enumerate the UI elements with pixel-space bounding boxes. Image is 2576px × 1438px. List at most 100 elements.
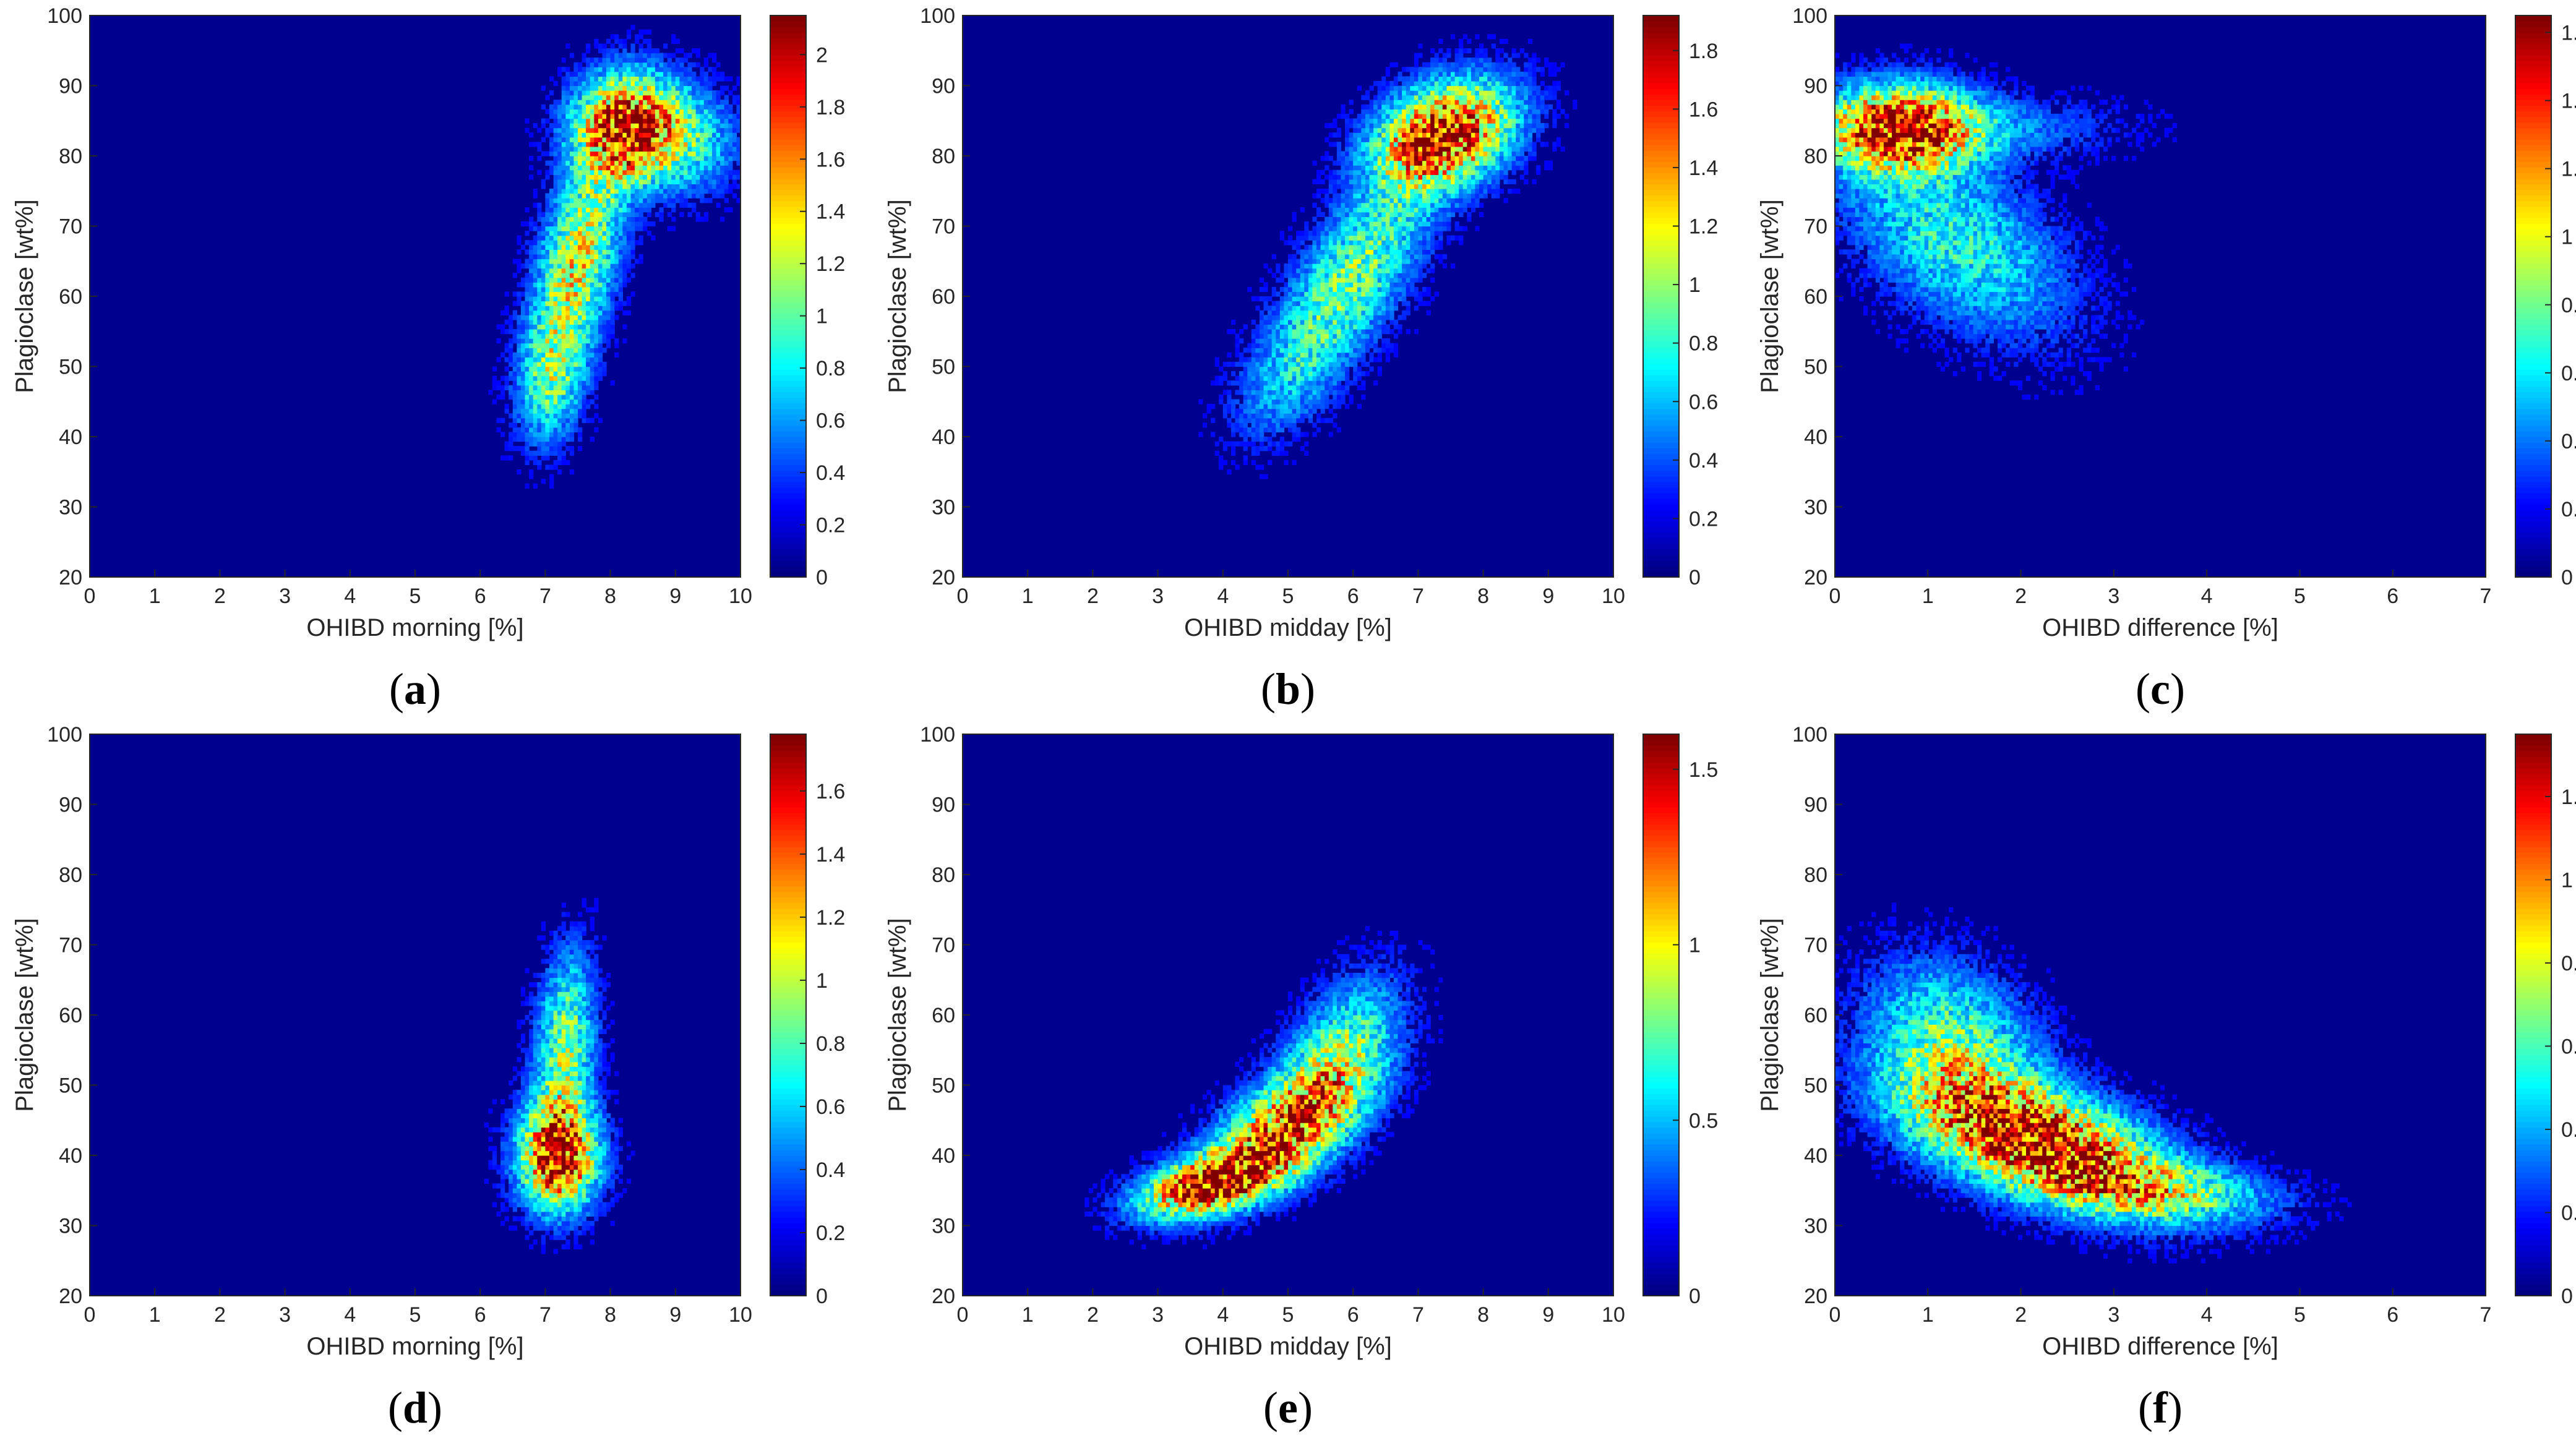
heatmap-cell	[635, 216, 639, 221]
heatmap-cell	[598, 100, 603, 105]
heatmap-cell	[586, 95, 590, 100]
heatmap-cell	[582, 263, 586, 268]
heatmap-cell	[598, 254, 603, 259]
heatmap-cell	[586, 320, 590, 325]
heatmap-cell	[627, 161, 631, 166]
heatmap-cell	[554, 413, 558, 418]
heatmap-cell	[708, 179, 712, 184]
heatmap-cell	[533, 353, 538, 357]
heatmap-cell	[533, 390, 538, 395]
heatmap-cell	[614, 151, 619, 156]
heatmap-cell	[688, 147, 692, 152]
heatmap-cell	[611, 259, 615, 264]
heatmap-cell	[700, 137, 704, 142]
heatmap-cell	[573, 109, 578, 114]
heatmap-cell	[606, 278, 611, 283]
heatmap-cell	[700, 151, 704, 156]
heatmap-cell	[696, 137, 700, 142]
heatmap-cell	[578, 338, 582, 343]
heatmap-cell	[614, 198, 619, 203]
heatmap-cell	[541, 268, 546, 273]
heatmap-cell	[565, 81, 570, 86]
heatmap-cell	[684, 184, 688, 189]
heatmap-cell	[663, 147, 668, 152]
heatmap-cell	[562, 245, 566, 250]
heatmap-cell	[594, 334, 598, 339]
heatmap-cell	[533, 203, 538, 208]
heatmap-cell	[732, 86, 737, 91]
heatmap-cell	[586, 380, 590, 385]
heatmap-cell	[549, 413, 554, 418]
heatmap-cell	[562, 179, 566, 184]
heatmap-cell	[663, 95, 668, 100]
heatmap-cell	[704, 216, 708, 221]
heatmap-cell	[720, 90, 724, 95]
heatmap-cell	[606, 301, 611, 306]
heatmap-cell	[655, 119, 659, 124]
heatmap-cell	[562, 338, 566, 343]
heatmap-cell	[582, 334, 586, 339]
heatmap-cell	[668, 184, 672, 189]
heatmap-cell	[639, 105, 643, 109]
heatmap-cell	[533, 263, 538, 268]
heatmap-cell	[562, 320, 566, 325]
heatmap-cell	[557, 395, 562, 400]
heatmap-cell	[590, 306, 595, 310]
heatmap-cell	[570, 418, 574, 423]
heatmap-cell	[578, 174, 582, 179]
heatmap-cell	[659, 161, 664, 166]
heatmap-cell	[732, 147, 737, 152]
heatmap-cell	[557, 240, 562, 245]
heatmap-cell	[500, 353, 505, 357]
heatmap-cell	[586, 385, 590, 390]
heatmap-cell	[651, 161, 655, 166]
heatmap-cell	[557, 380, 562, 385]
heatmap-cell	[603, 216, 607, 221]
heatmap-cell	[562, 95, 566, 100]
heatmap-cell	[573, 207, 578, 212]
heatmap-cell	[728, 184, 732, 189]
heatmap-cell	[692, 207, 696, 212]
heatmap-cell	[619, 240, 623, 245]
heatmap-cell	[533, 371, 538, 376]
heatmap-cell	[671, 137, 676, 142]
heatmap-cell	[570, 334, 574, 339]
heatmap-cell	[562, 273, 566, 278]
heatmap-cell	[627, 156, 631, 161]
heatmap-cell	[676, 90, 680, 95]
heatmap-cell	[639, 81, 643, 86]
heatmap-cell	[606, 221, 611, 226]
heatmap-cell	[529, 455, 533, 460]
heatmap-cell	[598, 81, 603, 86]
heatmap-cell	[578, 170, 582, 175]
heatmap-cell	[549, 324, 554, 329]
heatmap-cell	[603, 226, 607, 231]
heatmap-cell	[704, 100, 708, 105]
heatmap-cell	[659, 123, 664, 128]
heatmap-cell	[565, 236, 570, 241]
heatmap-cell	[679, 100, 684, 105]
heatmap-cell	[549, 254, 554, 259]
heatmap-cell	[521, 409, 525, 414]
heatmap-cell	[603, 95, 607, 100]
heatmap-cell	[603, 249, 607, 254]
heatmap-cell	[631, 161, 635, 166]
heatmap-cell	[590, 376, 595, 381]
heatmap-cell	[586, 240, 590, 245]
heatmap-cell	[655, 128, 659, 133]
heatmap-cell	[541, 240, 546, 245]
heatmap-cell	[562, 216, 566, 221]
heatmap-cell	[676, 184, 680, 189]
heatmap-cell	[578, 357, 582, 362]
heatmap-cell	[611, 287, 615, 292]
heatmap-cell	[557, 409, 562, 414]
heatmap-cell	[570, 86, 574, 91]
heatmap-cell	[631, 207, 635, 212]
heatmap-cell	[545, 161, 549, 166]
heatmap-cell	[557, 221, 562, 226]
heatmap-cell	[533, 254, 538, 259]
heatmap-cell	[537, 353, 541, 357]
heatmap-cell	[679, 170, 684, 175]
heatmap-cell	[513, 400, 517, 404]
heatmap-cell	[492, 376, 497, 381]
